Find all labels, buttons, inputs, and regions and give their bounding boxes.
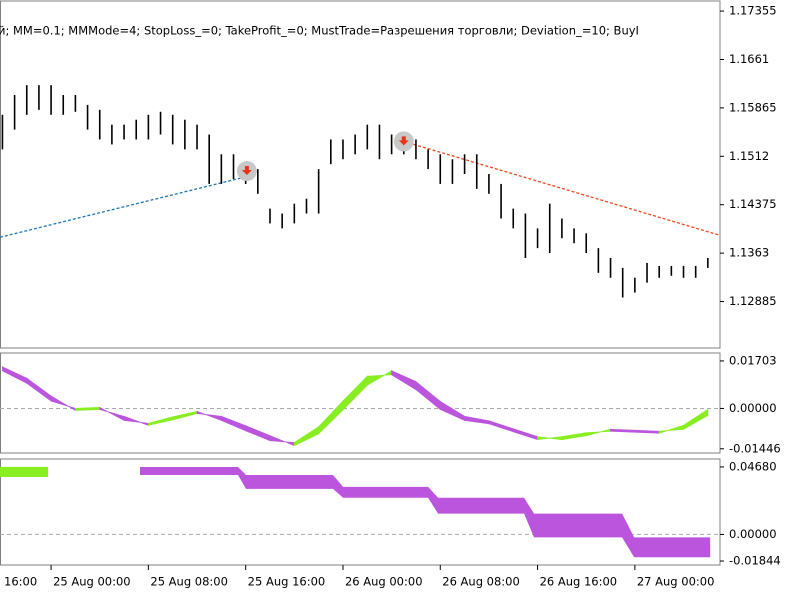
- y-tick-label: 0.01703: [729, 353, 777, 367]
- y-tick-label: 0.04680: [729, 459, 777, 473]
- x-tick-label: 27 Aug 00:00: [637, 575, 715, 589]
- oscillator-band: [683, 408, 709, 430]
- oscillator-band: [610, 428, 636, 433]
- y-tick-label: 1.1363: [729, 246, 769, 260]
- x-tick-label: 25 Aug 00:00: [53, 575, 131, 589]
- x-tick-label: 26 Aug 16:00: [540, 575, 618, 589]
- x-tick-label: 25 Aug 16:00: [248, 575, 326, 589]
- y-tick-label: 1.1661: [729, 52, 769, 66]
- panel-frame: [0, 458, 721, 566]
- x-tick-label: 26 Aug 08:00: [442, 575, 520, 589]
- y-tick-label: 1.12885: [729, 294, 777, 308]
- x-tick-label: 25 Aug 08:00: [150, 575, 228, 589]
- x-tick-label: 26 Aug 00:00: [345, 575, 423, 589]
- y-tick-label: -0.01844: [729, 554, 781, 568]
- y-tick-label: 1.17355: [729, 4, 777, 18]
- sell-signal: [241, 166, 252, 176]
- y-tick-label: 1.15865: [729, 100, 777, 114]
- y-tick-label: -0.01446: [729, 441, 781, 455]
- band-area: [139, 467, 711, 558]
- panel-frame: [0, 0, 721, 349]
- y-tick-label: 1.1512: [729, 149, 769, 163]
- y-tick-label: 0.00000: [729, 527, 777, 541]
- band-area: [0, 466, 49, 477]
- x-tick-label: 16:00: [4, 575, 37, 589]
- panel-frame: [0, 352, 721, 454]
- y-tick-label: 1.14375: [729, 197, 777, 211]
- y-tick-label: 0.00000: [729, 401, 777, 415]
- chart-title: й; MM=0.1; MMMode=4; StopLoss_=0; TakePr…: [0, 24, 639, 38]
- sell-signal: [398, 136, 409, 146]
- trade-line: [0, 176, 245, 238]
